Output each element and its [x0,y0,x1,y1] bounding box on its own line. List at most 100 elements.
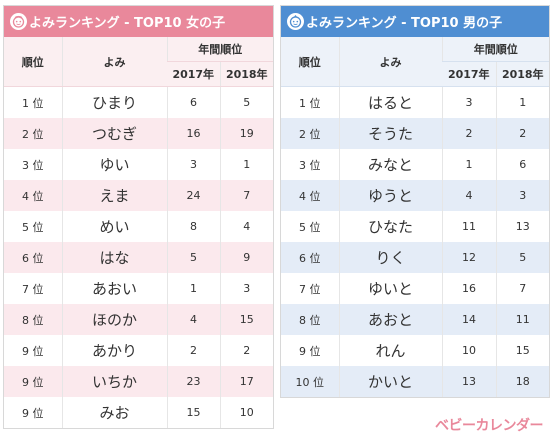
rank-2018-cell: 18 [495,366,549,397]
table-row: 9 位 れん 10 15 [281,335,549,366]
rank-2018-cell: 1 [219,149,273,180]
table-row: 8 位あおと 14 11 [281,304,549,335]
boys-ranking-table: 順位 よみ 年間順位 2017年 2018年 1 位はると 3 1 2 位そうた 2 2 3… [281,37,549,397]
yomi-cell: えま [61,180,167,211]
rank-2017-cell: 3 [441,86,496,118]
yomi-cell: ほのか [61,304,167,335]
rank-header: 順位 [4,37,62,87]
yomi-cell: めい [61,211,167,242]
rank-2017-cell: 8 [166,211,220,242]
table-row: 4 位えま 24 7 [4,180,273,211]
yomi-cell: はると [338,86,442,118]
year-2018-header: 2018年 [495,61,549,87]
yomi-cell: かいと [338,366,442,397]
rank-cell: 10 位 [281,366,339,397]
annual-rank-header: 年間順位 [441,37,549,62]
rank-2017-cell: 11 [441,211,496,242]
rank-cell: 3 位 [22,158,44,172]
rank-cell: 5 位 [22,220,44,234]
rank-2017-cell: 4 [166,304,220,335]
yomi-cell: ゆいと [338,273,442,304]
rank-2017-cell: 16 [441,273,496,304]
rank-2017-cell: 14 [441,304,496,335]
girls-ranking-table: 順位 よみ 年間順位 2017年 2018年 1 位ひまり 6 5 2 位つむぎ 16 1… [4,37,273,428]
rank-2018-cell: 2 [495,118,549,149]
year-2017-header: 2017年 [167,61,220,87]
yomi-cell: はな [61,242,167,273]
rank-2018-cell: 5 [495,242,549,273]
yomi-cell: ゆい [61,149,167,180]
rank-2018-cell: 15 [219,304,273,335]
rank-cell: 4 位 [4,180,62,211]
rank-cell: 6 位 [281,242,339,273]
table-row: 8 位ほのか 4 15 [4,304,273,335]
rank-cell: 9 位 [22,406,44,420]
table-row: 5 位 めい 8 4 [4,211,273,242]
table-row: 1 位 ひまり 6 5 [4,86,273,118]
rank-cell: 6 位 [4,242,62,273]
rank-2018-cell: 3 [219,273,273,304]
table-row: 3 位 みなと 1 6 [281,149,549,180]
rank-cell: 8 位 [4,304,62,335]
yomi-cell: りく [338,242,442,273]
table-row: 2 位つむぎ 16 19 [4,118,273,149]
rank-cell: 4 位 [281,180,339,211]
yomi-cell: れん [338,335,442,366]
rank-cell: 3 位 [299,158,321,172]
rank-2018-cell: 10 [219,397,273,428]
yomi-cell: あおと [338,304,442,335]
rank-2017-cell: 12 [441,242,496,273]
rank-2017-cell: 3 [166,149,220,180]
rank-2017-cell: 2 [441,118,496,149]
boy-face-icon [287,13,304,30]
yomi-cell: つむぎ [61,118,167,149]
rank-2018-cell: 1 [495,86,549,118]
rank-2017-cell: 15 [166,397,220,428]
rank-cell: 7 位 [299,282,321,296]
rank-2018-cell: 11 [495,304,549,335]
yomi-header: よみ [338,37,442,87]
rank-2017-cell: 2 [166,335,220,366]
table-row: 9 位あかり 2 2 [4,335,273,366]
yomi-cell: みなと [338,149,442,180]
yomi-cell: そうた [338,118,442,149]
rank-header: 順位 [281,37,339,87]
yomi-header: よみ [61,37,167,87]
table-row: 9 位いちか 23 17 [4,366,273,397]
rank-cell: 9 位 [4,366,62,397]
rank-2017-cell: 23 [166,366,220,397]
rank-cell: 1 位 [22,96,44,110]
rank-cell: 1 位 [299,96,321,110]
girls-ranking-panel: よみランキング - TOP10 女の子 順位 よみ 年間順位 2017年 201… [3,5,274,429]
rank-2017-cell: 1 [166,273,220,304]
rank-cell: 5 位 [299,220,321,234]
rank-cell: 8 位 [281,304,339,335]
yomi-cell: ひなた [338,211,442,242]
table-row: 7 位 あおい 1 3 [4,273,273,304]
rank-2018-cell: 2 [219,335,273,366]
boys-panel-header: よみランキング - TOP10 男の子 [281,6,549,37]
table-row: 1 位 はると 3 1 [281,86,549,118]
yomi-cell: ゆうと [338,180,442,211]
yomi-cell: ひまり [61,86,167,118]
rank-2017-cell: 16 [166,118,220,149]
rank-2018-cell: 17 [219,366,273,397]
rank-2017-cell: 13 [441,366,496,397]
boys-ranking-panel: よみランキング - TOP10 男の子 順位 よみ 年間順位 2017年 201… [280,5,550,398]
baby-calendar-logo: ベビーカレンダー [435,418,544,434]
year-2017-header: 2017年 [442,61,496,87]
rank-cell: 9 位 [22,344,44,358]
annual-rank-header: 年間順位 [166,37,273,62]
table-row: 6 位りく 12 5 [281,242,549,273]
yomi-cell: みお [61,397,167,428]
table-row: 5 位 ひなた 11 13 [281,211,549,242]
rank-2017-cell: 1 [441,149,496,180]
rank-2018-cell: 6 [495,149,549,180]
rank-2018-cell: 5 [219,86,273,118]
rank-2018-cell: 15 [495,335,549,366]
girls-panel-header: よみランキング - TOP10 女の子 [4,6,273,37]
rank-2018-cell: 3 [495,180,549,211]
table-row: 10 位かいと 13 18 [281,366,549,397]
girl-face-icon [10,13,27,30]
table-row: 9 位 みお 15 10 [4,397,273,428]
